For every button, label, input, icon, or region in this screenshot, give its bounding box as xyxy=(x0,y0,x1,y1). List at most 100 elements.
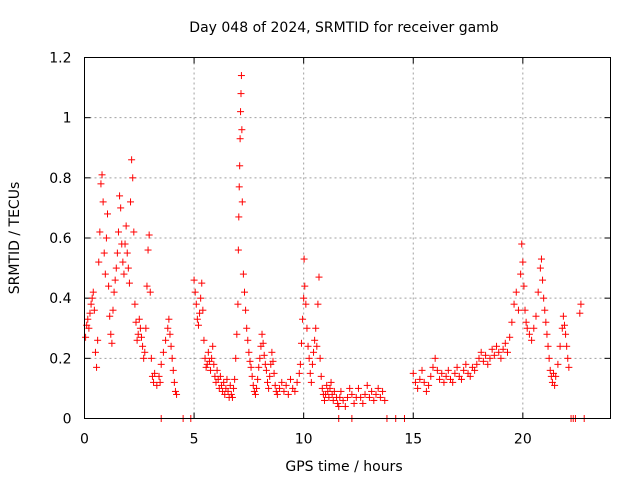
data-point xyxy=(518,240,526,248)
data-point xyxy=(460,366,468,374)
data-point xyxy=(112,264,120,272)
data-point xyxy=(130,228,138,236)
data-point xyxy=(299,315,307,323)
data-point xyxy=(361,390,369,398)
data-point xyxy=(296,360,304,368)
y-tick-label: 0.8 xyxy=(49,171,71,187)
data-point xyxy=(436,375,444,383)
data-point xyxy=(482,351,490,359)
y-tick-label: 1 xyxy=(63,111,72,127)
data-point xyxy=(243,324,251,332)
data-point xyxy=(268,348,276,356)
data-point xyxy=(565,363,573,371)
data-point xyxy=(335,402,343,410)
data-point xyxy=(528,336,536,344)
data-point xyxy=(300,294,308,302)
data-point xyxy=(440,378,448,386)
x-tick-label: 15 xyxy=(404,432,422,448)
data-point xyxy=(354,384,362,392)
data-point xyxy=(237,90,245,98)
data-point xyxy=(251,390,259,398)
data-point xyxy=(536,264,544,272)
data-point xyxy=(234,300,242,308)
data-point xyxy=(311,336,319,344)
data-point xyxy=(564,354,572,362)
data-point xyxy=(192,300,200,308)
data-point xyxy=(449,378,457,386)
data-point xyxy=(216,372,224,380)
data-point xyxy=(346,384,354,392)
data-point xyxy=(287,375,295,383)
data-point xyxy=(521,306,529,314)
data-point xyxy=(144,246,152,254)
data-point xyxy=(190,276,198,284)
data-point xyxy=(101,270,109,278)
data-point xyxy=(317,372,325,380)
data-point xyxy=(475,354,483,362)
data-point xyxy=(124,264,132,272)
data-point xyxy=(166,330,174,338)
data-point xyxy=(514,306,522,314)
x-axis-label: GPS time / hours xyxy=(285,459,402,475)
data-point xyxy=(169,366,177,374)
data-point xyxy=(93,363,101,371)
data-point xyxy=(301,282,309,290)
data-point xyxy=(348,390,356,398)
data-point xyxy=(239,270,247,278)
data-point xyxy=(111,276,119,284)
y-tick-label: 0.4 xyxy=(49,291,71,307)
data-point xyxy=(544,342,552,350)
data-point xyxy=(376,393,384,401)
data-point xyxy=(425,381,433,389)
data-point xyxy=(278,378,286,386)
data-point xyxy=(226,381,234,389)
data-point xyxy=(196,309,204,317)
data-point xyxy=(365,393,373,401)
data-point xyxy=(96,228,104,236)
data-point xyxy=(194,321,202,329)
data-point xyxy=(244,336,252,344)
data-point xyxy=(242,306,250,314)
data-point xyxy=(235,213,243,221)
data-point xyxy=(341,402,349,410)
y-axis-label: SRMTID / TECUs xyxy=(7,182,23,295)
data-point xyxy=(540,294,548,302)
data-point xyxy=(89,288,97,296)
data-point xyxy=(143,282,151,290)
data-point xyxy=(316,354,324,362)
data-point xyxy=(162,336,170,344)
data-point xyxy=(201,354,209,362)
data-point xyxy=(87,300,95,308)
data-point xyxy=(258,330,266,338)
data-point xyxy=(473,360,481,368)
data-point xyxy=(310,348,318,356)
x-tick-label: 10 xyxy=(295,432,313,448)
data-point xyxy=(147,354,155,362)
data-point xyxy=(133,336,141,344)
data-point xyxy=(490,351,498,359)
data-point xyxy=(318,384,326,392)
data-point xyxy=(165,315,173,323)
data-point xyxy=(135,315,143,323)
data-point xyxy=(157,360,165,368)
data-point xyxy=(249,381,257,389)
data-point xyxy=(220,378,228,386)
data-point xyxy=(171,387,179,395)
data-point xyxy=(255,363,263,371)
data-point xyxy=(224,387,232,395)
data-point xyxy=(546,366,554,374)
data-point xyxy=(297,339,305,347)
data-point xyxy=(368,387,376,395)
data-point xyxy=(142,324,150,332)
data-point xyxy=(231,375,239,383)
data-point xyxy=(339,396,347,404)
data-point xyxy=(164,324,172,332)
data-point xyxy=(305,354,313,362)
data-point xyxy=(350,399,358,407)
data-point xyxy=(110,288,118,296)
data-point xyxy=(409,369,417,377)
data-point xyxy=(119,258,127,266)
data-point xyxy=(104,210,112,218)
